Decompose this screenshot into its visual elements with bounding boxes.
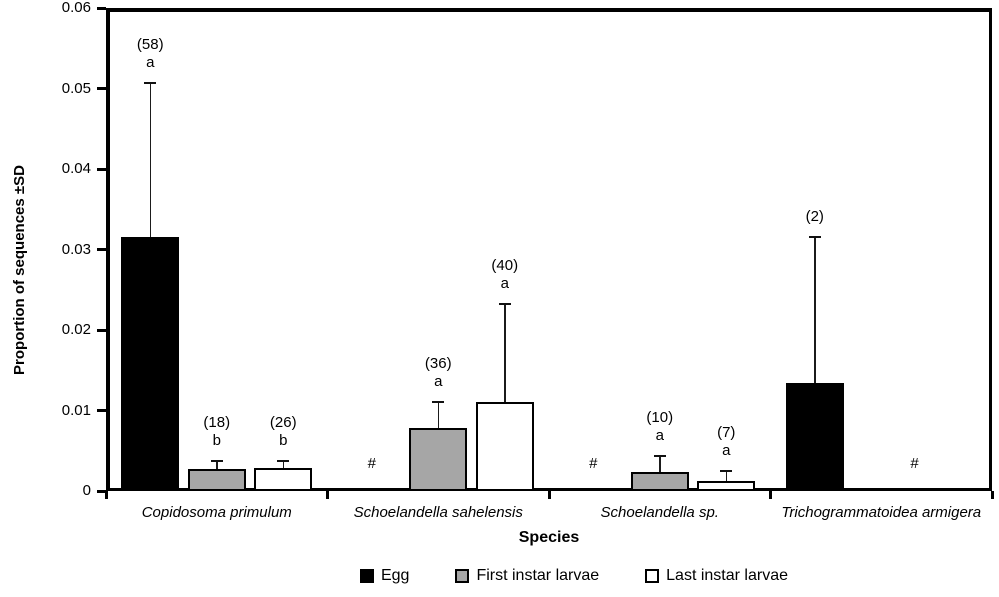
significance-letter: b (279, 432, 288, 450)
y-axis-tick (97, 248, 106, 251)
legend-swatch-icon (645, 569, 660, 583)
legend-label: First instar larvae (476, 567, 600, 584)
missing-data-marker: # (589, 455, 598, 472)
y-axis-tick (97, 409, 106, 412)
sample-count-label: (26) (269, 414, 297, 432)
error-bar-line (504, 305, 506, 403)
x-axis-tick (326, 491, 329, 499)
y-axis-tick (97, 489, 106, 493)
error-bar-line (216, 462, 218, 470)
species-label: Trichogrammatoidea armigera (781, 504, 982, 521)
sample-count-label: (10) (646, 409, 674, 427)
bar-annotation: (7) a (690, 424, 762, 460)
error-bar-line (725, 472, 727, 481)
bar-last-instar-larvae (475, 402, 534, 491)
error-bar-cap (144, 82, 157, 85)
species-label: Schoelandella sp. (600, 504, 719, 521)
y-axis-tick-label: 0.04 (61, 160, 91, 177)
bar-annotation: (40) a (469, 257, 541, 293)
error-bar-line (814, 238, 816, 384)
species-label: Copidosoma primulum (141, 504, 292, 521)
x-axis-title: Species (518, 529, 580, 546)
error-bar-line (437, 403, 439, 429)
x-axis-tick (990, 491, 994, 499)
y-axis-tick (97, 87, 106, 90)
plot-area (106, 8, 992, 491)
bar-last-instar-larvae (254, 468, 313, 491)
y-axis-tick (97, 6, 106, 10)
error-bar-cap (498, 303, 511, 306)
legend-item-first-instar-larvae: First instar larvae (455, 566, 599, 586)
bar-annotation: (10) a (624, 409, 696, 445)
x-axis-tick (104, 491, 108, 499)
y-axis-title: Proportion of sequences ±SD (11, 165, 28, 375)
error-bar-cap (277, 460, 290, 463)
sample-count-label: (7) (717, 424, 736, 442)
bar-annotation: (36) a (402, 355, 474, 391)
error-bar-cap (808, 236, 821, 239)
y-axis-tick (97, 167, 106, 171)
legend-label: Egg (380, 567, 410, 584)
bar-annotation: (18) b (181, 414, 253, 450)
significance-letter: a (500, 275, 509, 293)
sample-count-label: (36) (424, 355, 452, 373)
sample-count-label: (40) (491, 257, 519, 275)
bar-first-instar-larvae (187, 469, 246, 491)
y-axis-tick-label: 0.02 (61, 321, 91, 338)
y-axis-tick-label: 0.06 (61, 0, 91, 16)
sample-count-label: (2) (805, 208, 824, 226)
legend: Egg First instar larvae Last instar larvae (131, 566, 999, 586)
bar-egg (121, 237, 180, 491)
y-axis-tick-label: 0.05 (61, 79, 91, 97)
legend-swatch-icon (359, 569, 374, 583)
significance-letter: a (434, 373, 443, 391)
error-bar-line (282, 462, 284, 469)
error-bar-line (149, 84, 151, 238)
legend-item-last-instar-larvae: Last instar larvae (645, 566, 788, 586)
significance-letter: a (146, 54, 155, 72)
legend-label: Last instar larvae (666, 567, 788, 584)
bar-annotation: (58) a (114, 36, 186, 72)
bar-annotation: (26) b (247, 414, 319, 450)
error-bar-cap (653, 455, 666, 458)
bar-annotation: (2) (779, 208, 851, 226)
sample-count-label: (58) (136, 36, 164, 54)
y-axis-tick-label: 0 (82, 482, 91, 499)
bar-egg (785, 383, 844, 491)
x-axis-tick (769, 491, 772, 499)
x-axis-tick (547, 491, 551, 499)
legend-swatch-icon (455, 569, 470, 583)
significance-letter: a (655, 427, 664, 445)
y-axis-tick-label: 0.03 (61, 240, 91, 258)
error-bar-line (659, 457, 661, 472)
y-axis-tick (97, 328, 106, 332)
error-bar-cap (432, 401, 445, 404)
error-bar-cap (210, 460, 223, 463)
y-axis-tick-label: 0.01 (61, 401, 91, 419)
bar-last-instar-larvae (697, 480, 756, 491)
bar-first-instar-larvae (630, 471, 689, 491)
error-bar-cap (720, 470, 733, 473)
species-label: Schoelandella sahelensis (353, 504, 523, 521)
missing-data-marker: # (367, 455, 376, 472)
significance-letter: b (212, 432, 221, 450)
legend-item-egg: Egg (359, 566, 410, 586)
sample-count-label: (18) (203, 414, 231, 432)
bar-first-instar-larvae (409, 428, 468, 491)
missing-data-marker: # (910, 455, 919, 472)
significance-letter: a (722, 442, 731, 460)
